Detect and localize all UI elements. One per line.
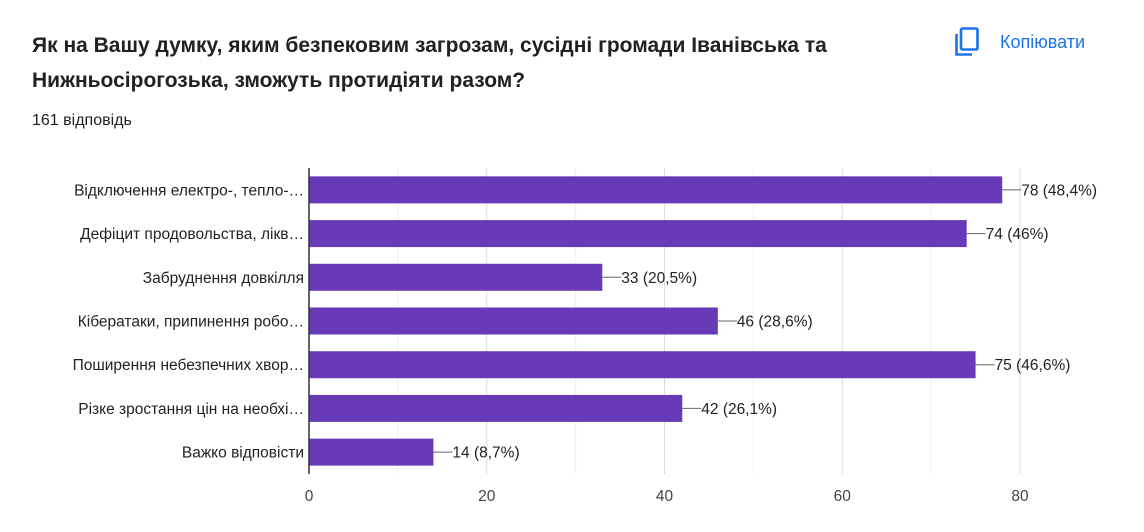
data-label: 42 (26,1%) [701, 401, 777, 418]
bar [309, 351, 976, 379]
bar [309, 438, 434, 466]
data-label: 78 (48,4%) [1021, 182, 1097, 199]
data-label: 75 (46,6%) [995, 357, 1071, 374]
copy-button[interactable]: Копіювати [954, 24, 1085, 60]
data-label: 14 (8,7%) [452, 445, 519, 462]
x-tick-label: 20 [478, 488, 496, 505]
bar [309, 394, 683, 422]
bar [309, 220, 967, 248]
category-label: Дефіцит продовольства, лікв… [80, 226, 304, 243]
x-tick-label: 80 [1011, 488, 1029, 505]
category-label: Забруднення довкілля [143, 270, 304, 287]
category-label: Різке зростання цін на необхі… [78, 401, 304, 418]
response-count: 161 відповідь [32, 112, 132, 129]
x-tick-label: 60 [834, 488, 852, 505]
x-tick-label: 40 [656, 488, 674, 505]
category-label: Відключення електро-, тепло-… [74, 182, 304, 199]
bar [309, 263, 603, 291]
question-title: Як на Вашу думку, яким безпековим загроз… [32, 34, 827, 92]
data-label: 33 (20,5%) [621, 270, 697, 287]
copy-icon [955, 27, 979, 56]
copy-button-label: Копіювати [1000, 31, 1086, 52]
bar [309, 307, 718, 335]
category-label: Поширення небезпечних хвор… [73, 357, 304, 374]
data-label: 74 (46%) [986, 226, 1049, 243]
category-label: Важко відповісти [182, 445, 304, 462]
category-label: Кібератаки, припинення робо… [78, 314, 304, 331]
data-label: 46 (28,6%) [737, 314, 813, 331]
x-tick-label: 0 [305, 488, 314, 505]
bar [309, 176, 1003, 204]
